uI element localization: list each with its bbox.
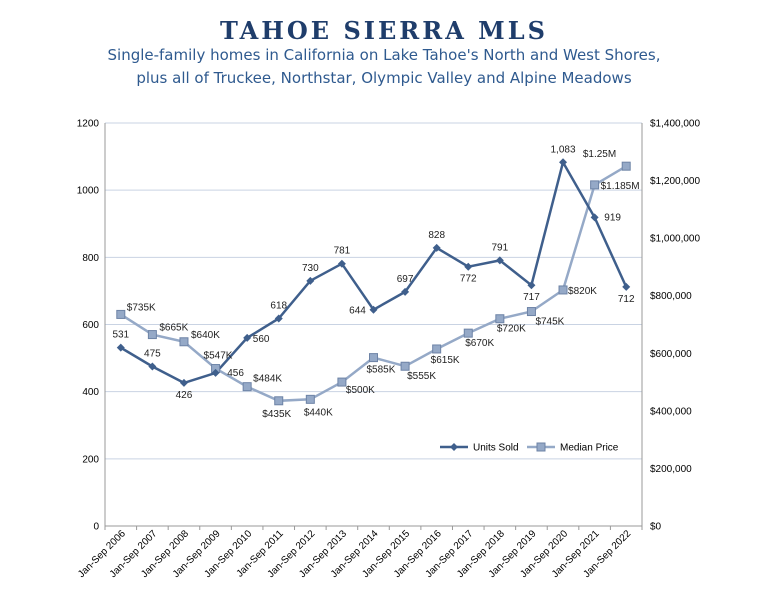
median-price-data-label: $735K <box>127 302 156 313</box>
y-right-tick-label: $1,000,000 <box>650 234 700 245</box>
legend-median-price-label: Median Price <box>560 443 619 454</box>
units-sold-data-label: 531 <box>112 330 129 341</box>
y-right-tick-label: $400,000 <box>650 406 692 417</box>
units-sold-data-label: 717 <box>523 292 540 303</box>
median-price-data-label: $820K <box>568 286 597 297</box>
median-price-point <box>147 330 157 340</box>
median-price-point <box>621 161 631 171</box>
chart-subtitle-line-1: Single-family homes in California on Lak… <box>107 46 661 64</box>
y-left-tick-label: 200 <box>82 454 99 465</box>
median-price-data-label: $1.25M <box>583 149 616 160</box>
y-left-tick-label: 1000 <box>77 186 100 197</box>
units-sold-point <box>464 262 473 271</box>
median-price-data-label: $547K <box>204 351 233 362</box>
median-price-data-label: $640K <box>191 330 220 341</box>
units-sold-point <box>432 243 441 252</box>
median-price-data-label: $745K <box>535 317 564 328</box>
units-sold-line <box>120 159 628 385</box>
units-sold-point <box>243 333 252 342</box>
units-sold-point <box>527 281 536 290</box>
units-sold-point <box>622 282 631 291</box>
median-price-data-label: $615K <box>431 355 460 366</box>
units-sold-data-label: 456 <box>227 368 244 379</box>
units-sold-data-label: 919 <box>604 212 621 223</box>
legend-median-price-marker <box>536 442 546 452</box>
chart-subtitle-line-2: plus all of Truckee, Northstar, Olympic … <box>136 69 632 87</box>
median-price-data-label: $484K <box>253 374 282 385</box>
units-sold-point <box>401 287 410 296</box>
y-left-tick-label: 0 <box>93 522 99 533</box>
median-price-point <box>242 382 252 392</box>
units-sold-data-label: 560 <box>253 334 270 345</box>
units-sold-point <box>306 276 315 285</box>
units-sold-point <box>590 213 599 222</box>
units-sold-point <box>495 256 504 265</box>
median-price-data-label: $555K <box>407 371 436 382</box>
median-price-data-label: $500K <box>346 385 375 396</box>
legend-units-sold-marker <box>450 443 458 451</box>
median-price-point <box>400 361 410 371</box>
median-price-point <box>305 394 315 404</box>
y-right-tick-label: $600,000 <box>650 349 692 360</box>
y-left-tick-label: 600 <box>82 320 99 331</box>
median-price-point <box>526 307 536 317</box>
legend-units-sold-label: Units Sold <box>473 443 519 454</box>
median-price-data-label: $435K <box>262 409 291 420</box>
y-right-tick-label: $800,000 <box>650 291 692 302</box>
y-left-tick-label: 400 <box>82 387 99 398</box>
units-sold-point <box>274 314 283 323</box>
units-sold-data-label: 791 <box>492 242 509 253</box>
median-price-point <box>432 344 442 354</box>
units-sold-point <box>559 158 568 167</box>
y-right-tick-label: $200,000 <box>650 464 692 475</box>
median-price-point <box>369 353 378 363</box>
median-price-point <box>463 328 473 338</box>
units-sold-data-label: 644 <box>349 306 366 317</box>
units-sold-data-label: 697 <box>397 274 414 285</box>
median-price-data-label: $720K <box>497 324 526 335</box>
median-price-data-label: $1.185M <box>601 181 640 192</box>
median-price-point <box>590 180 600 190</box>
median-price-data-label: $665K <box>159 323 188 334</box>
units-sold-data-label: 475 <box>144 348 161 359</box>
y-right-tick-label: $1,200,000 <box>650 176 700 187</box>
units-sold-data-label: 730 <box>302 263 319 274</box>
median-price-point <box>495 314 505 324</box>
units-sold-data-label: 426 <box>176 390 193 401</box>
median-price-point <box>274 396 284 406</box>
units-sold-data-label: 1,083 <box>551 144 576 155</box>
units-sold-data-label: 618 <box>270 300 287 311</box>
units-sold-point <box>369 305 378 314</box>
median-price-point <box>116 309 126 319</box>
units-sold-point <box>211 368 220 377</box>
y-right-tick-label: $0 <box>650 522 662 533</box>
units-sold-point <box>116 343 125 352</box>
median-price-data-label: $670K <box>465 338 494 349</box>
y-left-tick-label: 800 <box>82 253 99 264</box>
units-sold-data-label: 712 <box>618 294 635 305</box>
y-left-tick-label: 1200 <box>77 119 100 130</box>
units-sold-point <box>179 378 188 387</box>
units-sold-point <box>337 259 346 268</box>
y-right-tick-label: $1,400,000 <box>650 119 700 130</box>
median-price-point <box>558 285 568 295</box>
median-price-data-label: $585K <box>367 365 396 376</box>
units-sold-data-label: 772 <box>460 274 477 285</box>
units-sold-data-label: 781 <box>334 246 351 257</box>
median-price-data-label: $440K <box>304 407 333 418</box>
units-sold-point <box>148 362 157 371</box>
median-price-point <box>337 377 347 387</box>
units-sold-data-label: 828 <box>428 230 445 241</box>
median-price-point <box>179 337 189 347</box>
chart-title: TAHOE SIERRA MLS <box>220 16 548 45</box>
